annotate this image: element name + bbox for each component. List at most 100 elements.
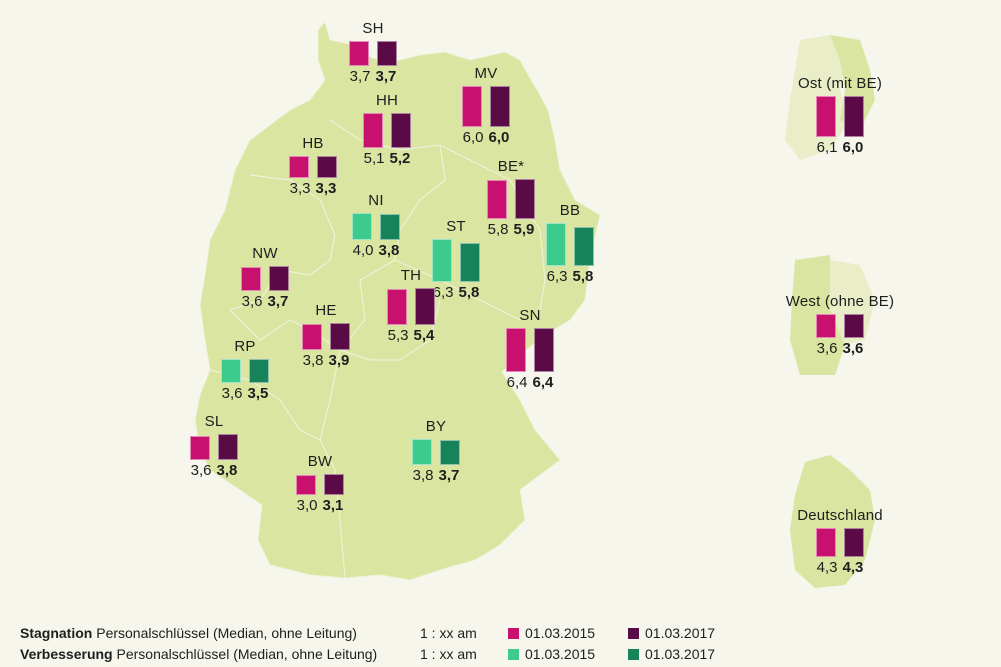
value-pair: 6,3 5,8 xyxy=(416,284,496,302)
bar-2015 xyxy=(816,528,836,557)
value-2015: 6,4 xyxy=(506,374,528,391)
bar-2017 xyxy=(460,243,480,282)
value-2015: 5,3 xyxy=(387,327,409,344)
bar-pair xyxy=(775,96,905,137)
bar-2015 xyxy=(190,436,210,460)
bar-2017 xyxy=(844,96,864,137)
bar-2017 xyxy=(440,440,460,465)
bar-pair xyxy=(225,266,305,291)
region-by: BY 3,8 3,7 xyxy=(396,418,476,485)
bar-2015 xyxy=(462,86,482,127)
value-2015: 4,3 xyxy=(816,559,838,576)
value-pair: 5,8 5,9 xyxy=(471,221,551,239)
value-2015: 6,3 xyxy=(432,284,454,301)
region-th: TH 5,3 5,4 xyxy=(371,267,451,345)
value-pair: 3,0 3,1 xyxy=(280,497,360,515)
value-pair: 6,4 6,4 xyxy=(490,374,570,392)
value-2015: 6,3 xyxy=(546,268,568,285)
bar-2015 xyxy=(506,328,526,372)
bar-2015 xyxy=(296,475,316,495)
bar-pair xyxy=(396,439,476,465)
region-label: Deutschland xyxy=(797,507,883,524)
value-pair: 3,8 3,9 xyxy=(286,352,366,370)
region-label: BW xyxy=(307,453,333,470)
value-2017: 3,3 xyxy=(315,180,337,197)
value-2015: 3,6 xyxy=(190,462,212,479)
region-be: BE* 5,8 5,9 xyxy=(471,158,551,239)
legend-date-2017: 01.03.2017 xyxy=(645,646,716,662)
bar-2017 xyxy=(330,323,350,350)
bar-2015 xyxy=(816,314,836,338)
bar-2015 xyxy=(363,113,383,148)
bar-2015 xyxy=(412,439,432,465)
value-pair: 3,6 3,5 xyxy=(205,385,285,403)
region-ni: NI 4,0 3,8 xyxy=(336,192,416,260)
value-2017: 3,7 xyxy=(267,293,289,310)
bar-pair xyxy=(471,179,551,219)
value-2015: 6,1 xyxy=(816,139,838,156)
region-hh: HH 5,1 5,2 xyxy=(347,92,427,168)
bar-pair xyxy=(775,314,905,338)
value-2017: 3,7 xyxy=(438,467,460,484)
state-borders xyxy=(209,119,546,579)
legend-row-improvement: Verbesserung Personalschlüssel (Median, … xyxy=(20,645,715,663)
bar-2015 xyxy=(241,267,261,291)
region-sn: SN 6,4 6,4 xyxy=(490,307,570,392)
bar-2015 xyxy=(349,41,369,66)
bar-pair xyxy=(416,239,496,282)
bar-2017 xyxy=(380,214,400,240)
region-ost-mit-be: Ost (mit BE) 6,1 6,0 xyxy=(775,75,905,157)
bar-2017 xyxy=(317,156,337,178)
bar-2015 xyxy=(352,213,372,240)
value-pair: 4,3 4,3 xyxy=(775,559,905,577)
region-sh: SH 3,7 3,7 xyxy=(333,20,413,86)
value-2015: 6,0 xyxy=(462,129,484,146)
value-2017: 3,8 xyxy=(378,242,400,259)
bar-2017 xyxy=(534,328,554,372)
bar-2017 xyxy=(574,227,594,266)
bar-2015 xyxy=(302,324,322,350)
legend-date-2015: 01.03.2015 xyxy=(525,625,596,641)
value-2017: 6,0 xyxy=(488,129,510,146)
value-2017: 5,4 xyxy=(413,327,435,344)
region-hb: HB 3,3 3,3 xyxy=(273,135,353,198)
region-label: West (ohne BE) xyxy=(785,293,895,310)
value-2017: 3,5 xyxy=(247,385,269,402)
legend-date-2017: 01.03.2017 xyxy=(645,625,716,641)
region-bw: BW 3,0 3,1 xyxy=(280,453,360,515)
region-label: Ost (mit BE) xyxy=(797,75,883,92)
bar-2015 xyxy=(387,289,407,325)
value-2017: 5,9 xyxy=(513,221,535,238)
bar-2017 xyxy=(324,474,344,495)
legend-bold: Stagnation xyxy=(20,625,93,641)
region-deutschland: Deutschland 4,3 4,3 xyxy=(775,507,905,577)
value-2017: 3,9 xyxy=(328,352,350,369)
region-label: BY xyxy=(425,418,447,435)
value-2015: 3,8 xyxy=(412,467,434,484)
bar-pair xyxy=(371,288,451,325)
region-bb: BB 6,3 5,8 xyxy=(530,202,610,286)
region-label: BE* xyxy=(497,158,525,175)
region-label: HE xyxy=(315,302,337,319)
bar-2017 xyxy=(269,266,289,291)
region-label: BB xyxy=(559,202,581,219)
bar-pair xyxy=(446,86,526,127)
value-2017: 3,8 xyxy=(216,462,238,479)
legend-text: Personalschlüssel (Median, ohne Leitung) xyxy=(112,646,378,662)
region-he: HE 3,8 3,9 xyxy=(286,302,366,370)
region-label: HB xyxy=(302,135,324,152)
bar-2015 xyxy=(289,156,309,178)
bar-pair xyxy=(347,113,427,148)
value-pair: 3,7 3,7 xyxy=(333,68,413,86)
value-2017: 3,7 xyxy=(375,68,397,85)
bar-2015 xyxy=(546,223,566,266)
legend-date-2015: 01.03.2015 xyxy=(525,646,596,662)
legend-text: Personalschlüssel (Median, ohne Leitung) xyxy=(92,625,357,641)
legend-ratio: 1 : xx am xyxy=(420,625,477,641)
bar-pair xyxy=(530,223,610,266)
bar-pair xyxy=(490,328,570,372)
value-pair: 3,3 3,3 xyxy=(273,180,353,198)
value-pair: 3,6 3,8 xyxy=(174,462,254,480)
value-2015: 3,7 xyxy=(349,68,371,85)
region-label: HH xyxy=(375,92,399,109)
